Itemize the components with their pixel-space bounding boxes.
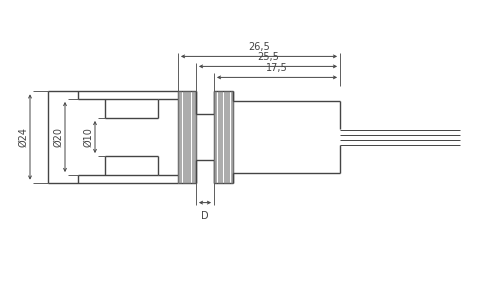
Text: Ø20: Ø20: [53, 127, 63, 147]
Text: 26,5: 26,5: [248, 42, 270, 52]
Text: 17,5: 17,5: [266, 63, 288, 74]
Text: Ø10: Ø10: [83, 127, 93, 147]
Text: 25,5: 25,5: [257, 52, 279, 62]
Text: Ø24: Ø24: [18, 127, 28, 147]
Text: D: D: [201, 211, 209, 221]
